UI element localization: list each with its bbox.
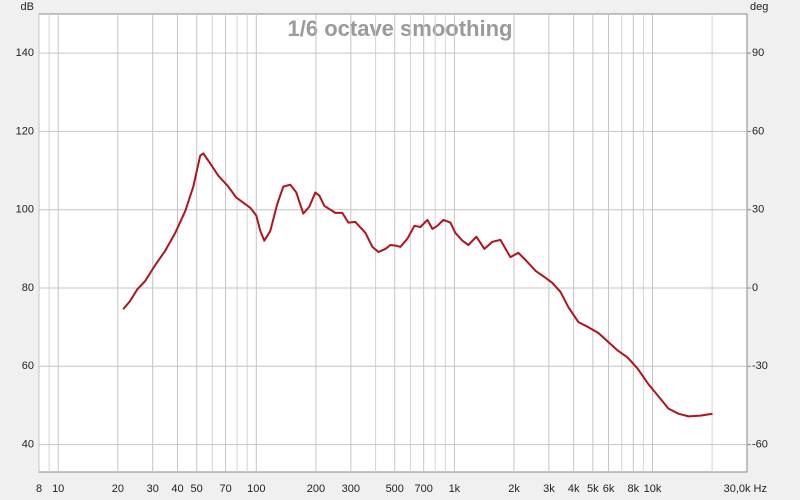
y-axis-label: dB xyxy=(21,1,34,13)
y2-tick-label: -30 xyxy=(752,360,768,372)
x-tick-label: 40 xyxy=(171,483,183,495)
y-tick-label: 120 xyxy=(16,125,34,137)
x-tick-label: 5k xyxy=(587,483,599,495)
y-tick-label: 60 xyxy=(22,360,34,372)
x-tick-label: 500 xyxy=(386,483,404,495)
x-tick-label: 4k xyxy=(568,483,580,495)
x-tick-label: 8 xyxy=(36,483,42,495)
chart-title: 1/6 octave smoothing xyxy=(288,16,513,41)
x-tick-label: 10k xyxy=(644,483,662,495)
x-tick-label: 30,0k Hz xyxy=(724,483,767,495)
x-tick-label: 50 xyxy=(191,483,203,495)
plot-area xyxy=(38,13,748,473)
response-line xyxy=(122,152,713,418)
x-tick-label: 20 xyxy=(112,483,124,495)
x-tick-label: 1k xyxy=(449,483,461,495)
y-tick-label: 80 xyxy=(22,282,34,294)
y2-axis-label: deg xyxy=(750,1,768,13)
y2-tick-label: 90 xyxy=(752,47,764,59)
x-tick-label: 300 xyxy=(342,483,360,495)
x-tick-label: 10 xyxy=(52,483,64,495)
x-tick-label: 8k xyxy=(627,483,639,495)
x-tick-label: 2k xyxy=(508,483,520,495)
x-tick-label: 200 xyxy=(307,483,325,495)
x-tick-label: 30 xyxy=(147,483,159,495)
y-tick-label: 100 xyxy=(16,204,34,216)
y-tick-label: 140 xyxy=(16,47,34,59)
y-tick-label: 40 xyxy=(22,439,34,451)
x-tick-label: 6k xyxy=(603,483,615,495)
y2-tick-label: 30 xyxy=(752,204,764,216)
x-tick-label: 100 xyxy=(247,483,265,495)
y2-tick-label: -60 xyxy=(752,439,768,451)
x-tick-label: 70 xyxy=(219,483,231,495)
y2-tick-label: 60 xyxy=(752,125,764,137)
y2-tick-label: 0 xyxy=(752,282,758,294)
x-tick-label: 3k xyxy=(543,483,555,495)
x-tick-label: 700 xyxy=(415,483,433,495)
